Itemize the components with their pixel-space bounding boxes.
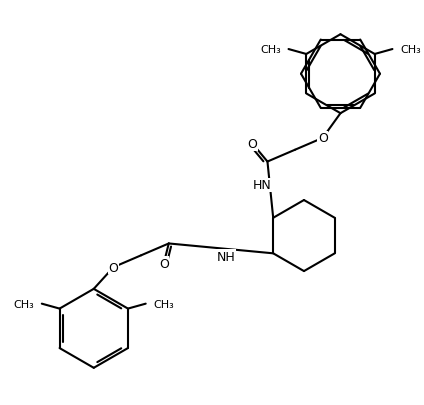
Text: O: O <box>248 138 258 151</box>
Text: NH: NH <box>217 250 235 263</box>
Text: O: O <box>159 257 169 270</box>
Text: O: O <box>109 261 118 274</box>
Text: CH₃: CH₃ <box>400 45 421 55</box>
Text: O: O <box>318 132 328 145</box>
Text: CH₃: CH₃ <box>153 299 174 309</box>
Text: CH₃: CH₃ <box>260 45 281 55</box>
Text: HN: HN <box>253 179 272 192</box>
Text: CH₃: CH₃ <box>13 299 34 309</box>
